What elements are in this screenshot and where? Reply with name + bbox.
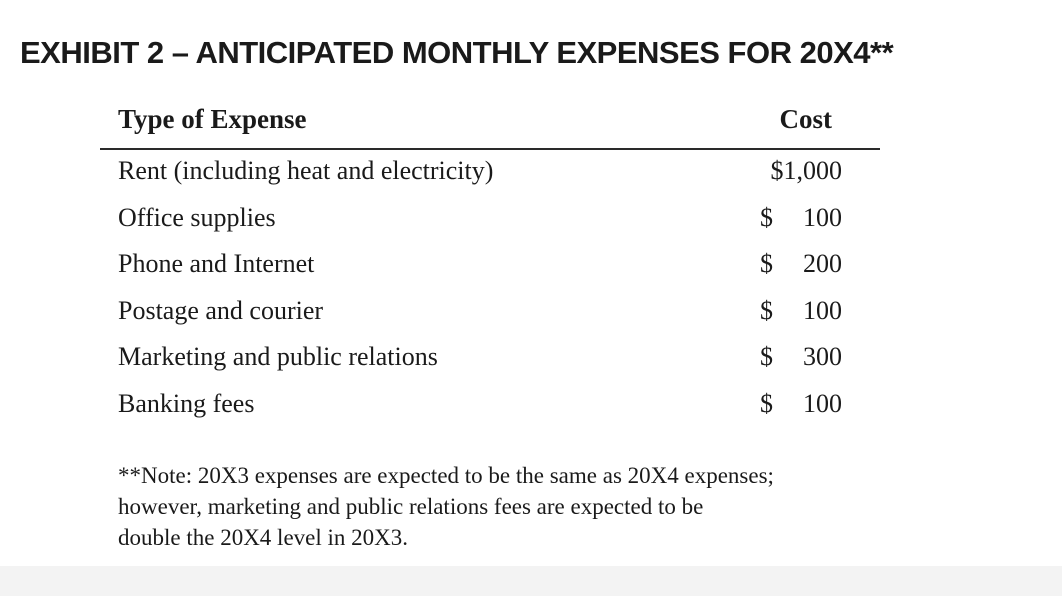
table-header: Type of Expense Cost (100, 104, 880, 150)
cost-currency: $ (760, 202, 773, 232)
table-row: Banking fees $ 100 (100, 383, 880, 430)
table-row: Postage and courier $ 100 (100, 290, 880, 337)
table-row: Rent (including heat and electricity) $1… (100, 150, 880, 197)
cost-currency: $ (760, 342, 773, 371)
column-header-type: Type of Expense (118, 104, 307, 134)
cost-amount: 100 (803, 388, 842, 418)
cost-amount: $1,000 (770, 156, 843, 185)
cost-currency: $ (760, 295, 773, 325)
expense-table: Type of Expense Cost Rent (including hea… (100, 104, 880, 429)
expense-cost: $ 100 (760, 296, 842, 326)
exhibit-title: EXHIBIT 2 – ANTICIPATED MONTHLY EXPENSES… (20, 35, 894, 70)
expense-cost: $ 200 (760, 249, 842, 279)
table-row: Marketing and public relations $ 300 (100, 336, 880, 383)
expense-label: Rent (including heat and electricity) (118, 156, 494, 185)
cost-amount: 300 (803, 342, 842, 371)
expense-label: Office supplies (118, 202, 276, 232)
expense-cost: $ 300 (760, 342, 842, 372)
footnote: **Note: 20X3 expenses are expected to be… (118, 460, 918, 553)
expense-label: Marketing and public relations (118, 342, 438, 371)
table-row: Office supplies $ 100 (100, 197, 880, 244)
table-row: Phone and Internet $ 200 (100, 243, 880, 290)
cost-amount: 100 (803, 295, 842, 325)
cost-amount: 100 (803, 202, 842, 232)
expense-cost: $ 100 (760, 389, 842, 419)
cost-currency: $ (760, 388, 773, 418)
cost-currency: $ (760, 249, 773, 278)
footnote-line: **Note: 20X3 expenses are expected to be… (118, 463, 774, 488)
column-header-cost: Cost (779, 104, 833, 134)
expense-label: Phone and Internet (118, 249, 315, 278)
cost-amount: 200 (803, 249, 842, 278)
expense-cost: $1,000 (760, 156, 843, 186)
expense-label: Banking fees (118, 388, 255, 418)
page-bottom-margin (0, 566, 1062, 596)
footnote-line: double the 20X4 level in 20X3. (118, 525, 409, 550)
expense-label: Postage and courier (118, 295, 324, 325)
footnote-line: however, marketing and public relations … (118, 494, 704, 519)
expense-cost: $ 100 (760, 203, 842, 233)
